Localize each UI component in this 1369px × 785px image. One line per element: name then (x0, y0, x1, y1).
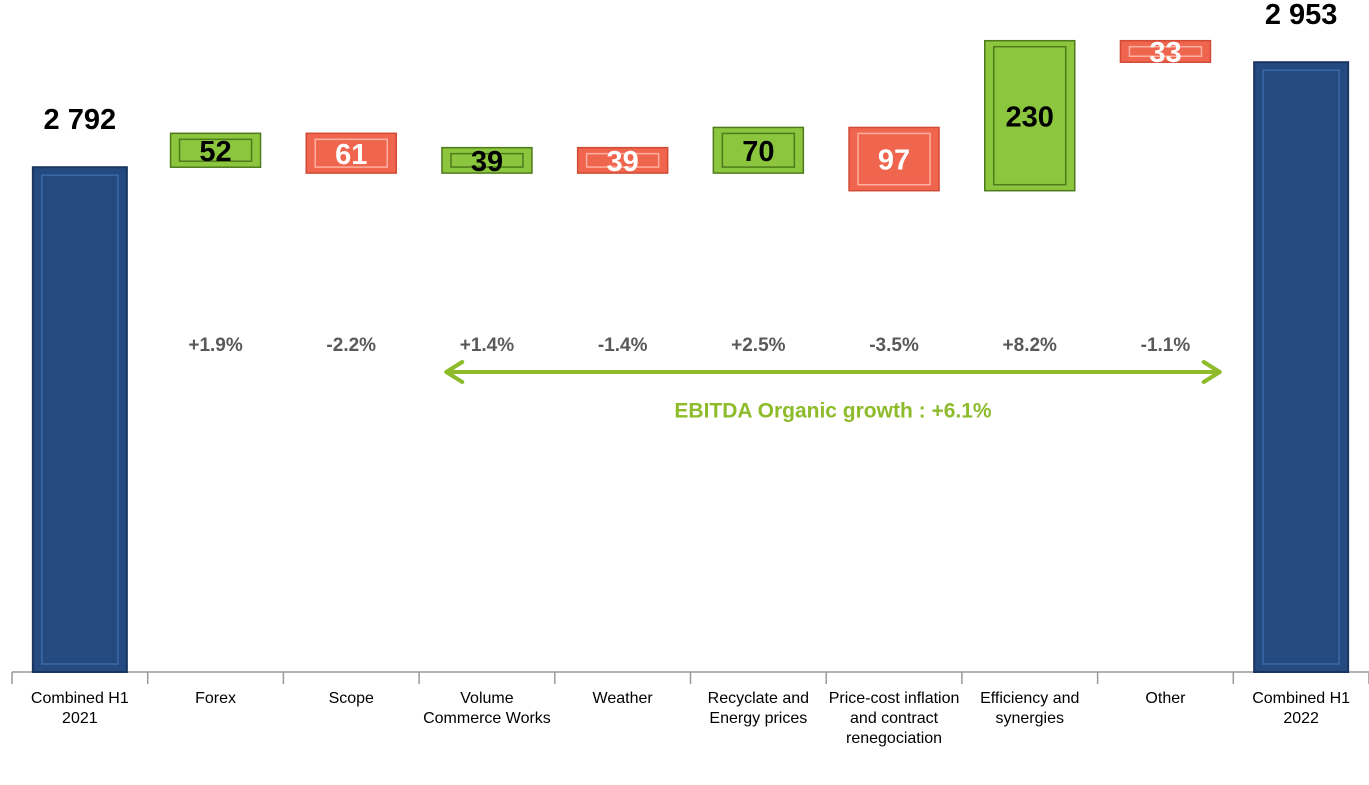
x-tick-label: Combined H1 2021 (30, 690, 129, 727)
total-label: 2 953 (1265, 0, 1338, 31)
increase-bar (441, 146, 533, 174)
value-label: 52 (199, 136, 231, 168)
percent-label: -3.5% (869, 335, 919, 356)
x-tick-label: Forex (195, 690, 236, 707)
percent-label: -1.1% (1141, 335, 1191, 356)
percent-label: +1.9% (188, 335, 243, 356)
x-tick-label: Weather (592, 690, 653, 707)
decrease-bar (848, 126, 940, 192)
value-label: 39 (471, 146, 503, 178)
total-bar (1253, 61, 1350, 673)
bar-bevel (450, 152, 524, 168)
x-tick-label: Recyclate and Energy prices (707, 690, 810, 727)
increase-bar (712, 126, 805, 174)
arrow-head (444, 360, 465, 384)
percent-label: -2.2% (326, 335, 376, 356)
x-tick-label: Scope (328, 690, 374, 707)
value-label: 61 (335, 139, 367, 171)
percent-label: +1.4% (460, 335, 515, 356)
total-label: 2 792 (44, 104, 117, 136)
x-tick-label: Efficiency and synergies (980, 690, 1080, 727)
bar-bevel (178, 138, 253, 162)
bar-bevel (1262, 69, 1340, 665)
x-tick-label: Other (1145, 690, 1186, 707)
x-tick-label: Volume Commerce Works (423, 690, 551, 727)
value-label: 33 (1149, 37, 1181, 69)
decrease-bar (576, 146, 669, 174)
annotation: EBITDA Organic growth : +6.1% (674, 400, 992, 423)
total-bar (31, 166, 128, 674)
arrow-head (1201, 360, 1222, 384)
value-label: 97 (878, 145, 910, 177)
x-tick-label: Price-cost inflation and contract renego… (828, 690, 960, 747)
bar-bevel (41, 174, 119, 665)
value-label: 39 (607, 146, 639, 178)
bar-bevel (314, 138, 388, 168)
x-tick-label: Combined H1 2022 (1252, 690, 1351, 727)
bar-bevel (585, 152, 660, 168)
bar-bevel (721, 132, 796, 168)
percent-label: +8.2% (1003, 335, 1058, 356)
bar-bevel (857, 132, 931, 186)
value-label: 230 (1006, 101, 1054, 133)
increase-bar (984, 39, 1076, 192)
value-label: 70 (742, 136, 774, 168)
bar-bevel (993, 45, 1067, 186)
bar-bevel (1128, 45, 1203, 57)
percent-label: -1.4% (598, 335, 648, 356)
percent-label: +2.5% (731, 335, 786, 356)
